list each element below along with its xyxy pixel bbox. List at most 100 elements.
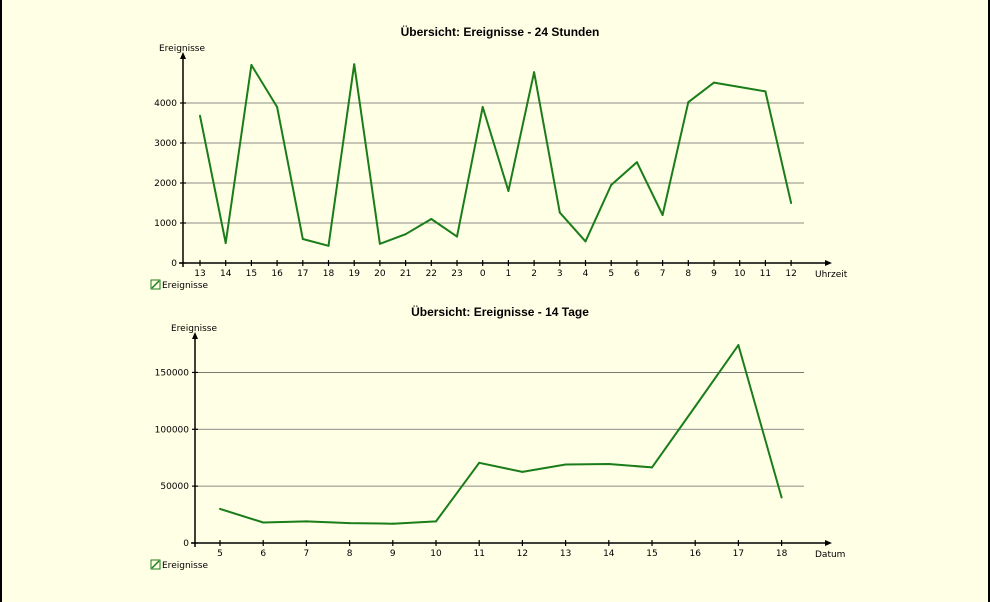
legend: Ereignisse	[150, 559, 209, 571]
x-tick-label: 8	[685, 269, 691, 279]
y-tick-label: 2000	[154, 179, 177, 189]
panel-border-left	[0, 0, 2, 602]
x-tick-label: 11	[760, 269, 771, 279]
y-axis-arrow	[192, 332, 198, 339]
x-tick-label: 6	[634, 269, 640, 279]
data-point	[456, 235, 458, 238]
legend: Ereignisse	[150, 279, 209, 291]
data-point	[301, 238, 304, 240]
x-tick-label: 10	[430, 549, 442, 559]
x-tick-label: 5	[608, 269, 614, 279]
plot-area: 0 50000 100000 150000 5 6 7 8 9 10 11 12 13 14 15 16 17 1…	[155, 332, 832, 559]
x-tick-label: 1	[506, 269, 512, 279]
y-tick-label: 3000	[154, 139, 177, 149]
x-tick-label: 13	[560, 549, 571, 559]
x-tick-label: 4	[583, 269, 589, 279]
x-tick-label: 16	[689, 549, 701, 559]
x-tick-label: 17	[733, 549, 744, 559]
data-point	[435, 520, 437, 523]
x-tick-label: 8	[347, 549, 353, 559]
y-axis-label: Ereignisse	[159, 44, 206, 54]
y-tick-label: 0	[171, 259, 177, 269]
data-point	[694, 405, 697, 408]
data-point	[610, 184, 613, 186]
x-tick-label: 12	[785, 269, 796, 279]
x-tick-label: 15	[246, 269, 257, 279]
x-tick-label: 10	[734, 269, 746, 279]
data-point	[481, 106, 484, 108]
x-tick-label: 0	[480, 269, 486, 279]
series-line-ereignisse	[219, 344, 783, 525]
x-tick-label: 17	[297, 269, 308, 279]
y-tick-label: 100000	[155, 425, 190, 435]
data-point	[790, 202, 793, 204]
data-point	[327, 244, 330, 247]
data-point	[564, 463, 567, 466]
x-axis-arrow	[825, 540, 832, 546]
y-tick-label: 1000	[154, 219, 177, 229]
data-point	[262, 521, 265, 524]
x-tick-label: 14	[220, 269, 232, 279]
chart-title: Übersicht: Ereignisse - 24 Stunden	[401, 24, 600, 39]
data-point	[199, 114, 201, 117]
data-point	[250, 64, 253, 66]
x-tick-label: 5	[217, 549, 223, 559]
x-tick-label: 23	[451, 269, 462, 279]
x-tick-label: 21	[400, 269, 411, 279]
x-tick-label: 15	[646, 549, 657, 559]
y-tick-label: 150000	[155, 368, 190, 378]
data-point	[219, 507, 221, 510]
data-point	[687, 101, 690, 104]
x-tick-label: 18	[323, 269, 335, 279]
x-tick-label: 22	[426, 269, 437, 279]
x-tick-label: 13	[194, 269, 205, 279]
data-point	[558, 211, 561, 214]
x-tick-label: 14	[603, 549, 615, 559]
data-point	[305, 520, 308, 523]
data-point	[607, 462, 610, 465]
x-axis-label: Datum	[815, 550, 845, 560]
data-point	[378, 242, 381, 245]
data-point	[391, 522, 394, 525]
x-tick-label: 19	[348, 269, 360, 279]
series-line-ereignisse	[199, 63, 793, 247]
data-point	[404, 233, 407, 236]
data-point	[348, 522, 351, 525]
x-tick-label: 18	[776, 549, 788, 559]
data-point	[780, 496, 783, 499]
data-point	[224, 242, 227, 244]
x-tick-label: 7	[304, 549, 310, 559]
days-chart: Übersicht: Ereignisse - 14 Tage Ereignis…	[150, 304, 845, 571]
data-point	[764, 90, 767, 93]
data-point	[276, 106, 279, 108]
x-tick-label: 3	[557, 269, 563, 279]
data-point	[738, 86, 741, 88]
data-point	[533, 71, 536, 74]
data-point	[430, 218, 433, 220]
y-axis-label: Ereignisse	[171, 324, 218, 334]
legend-label: Ereignisse	[162, 561, 209, 571]
x-tick-label: 6	[260, 549, 266, 559]
data-point	[737, 344, 740, 347]
data-point	[507, 190, 510, 192]
y-axis-arrow	[180, 52, 186, 59]
chart-title: Übersicht: Ereignisse - 14 Tage	[411, 304, 589, 319]
x-axis-arrow	[825, 260, 832, 266]
y-tick-label: 0	[183, 539, 189, 549]
data-point	[478, 461, 481, 464]
x-tick-label: 12	[517, 549, 528, 559]
y-tick-label: 50000	[160, 482, 189, 492]
data-point	[521, 470, 524, 473]
legend-swatch-line	[151, 280, 160, 289]
data-point	[651, 466, 653, 469]
data-point	[713, 81, 715, 84]
x-tick-label: 7	[660, 269, 666, 279]
y-tick-label: 4000	[154, 99, 177, 109]
x-tick-label: 2	[531, 269, 537, 279]
legend-swatch-line	[151, 560, 160, 569]
hours-chart: Übersicht: Ereignisse - 24 Stunden Ereig…	[150, 24, 848, 291]
x-tick-label: 11	[473, 549, 484, 559]
data-point	[661, 214, 664, 216]
